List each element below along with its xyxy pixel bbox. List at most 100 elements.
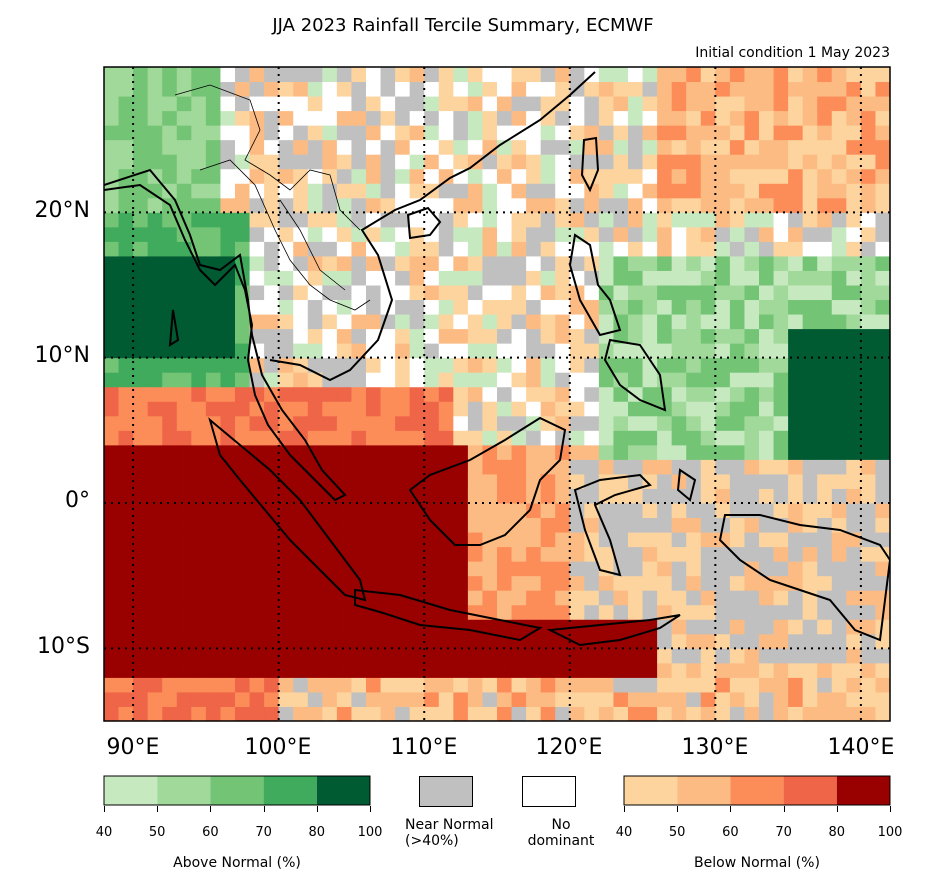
grid-cell [133,619,149,635]
grid-cell [118,241,134,257]
grid-cell [322,255,338,271]
grid-cell [453,459,469,475]
grid-cell [395,110,411,126]
grid-cell [162,67,178,83]
grid-cell [249,81,265,97]
grid-cell [584,212,600,228]
grid-cell [744,532,760,548]
grid-cell [307,517,323,533]
grid-cell [191,691,207,707]
grid-cell [613,691,629,707]
grid-cell [511,285,527,301]
grid-cell [686,226,702,242]
grid-cell [569,255,585,271]
grid-cell [715,343,731,359]
colorbar-tick [890,806,891,812]
grid-cell [657,183,673,199]
grid-cell [628,110,644,126]
grid-cell [831,459,847,475]
grid-cell [147,532,163,548]
grid-cell [467,357,483,373]
grid-cell [264,197,280,213]
grid-cell [729,517,745,533]
grid-cell [555,241,571,257]
grid-cell [467,343,483,359]
grid-cell [147,503,163,519]
grid-cell [424,415,440,431]
grid-cell [264,691,280,707]
grid-cell [380,401,396,417]
grid-cell [526,430,542,446]
grid-cell [351,706,367,721]
grid-cell [438,328,454,344]
grid-cell [293,503,309,519]
grid-cell [788,212,804,228]
grid-cell [482,648,498,664]
grid-cell [249,430,265,446]
grid-cell [293,415,309,431]
grid-cell [249,357,265,373]
grid-cell [759,532,775,548]
grid-cell [220,604,236,620]
grid-cell [278,401,294,417]
grid-cell [540,314,556,330]
grid-cell [380,343,396,359]
grid-cell [831,81,847,97]
grid-cell [642,662,658,678]
grid-cell [467,590,483,606]
grid-cell [438,633,454,649]
grid-cell [729,386,745,402]
grid-cell [700,270,716,286]
grid-cell [133,706,149,721]
grid-cell [831,255,847,271]
grid-cell [671,343,687,359]
grid-cell [628,561,644,577]
grid-cell [744,285,760,301]
grid-cell [147,459,163,475]
grid-cell [686,328,702,344]
grid-cell [438,386,454,402]
grid-cell [526,357,542,373]
grid-cell [642,706,658,721]
grid-cell [802,328,818,344]
grid-cell [482,503,498,519]
grid-cell [802,575,818,591]
grid-cell [729,619,745,635]
grid-cell [497,691,513,707]
grid-cell [642,314,658,330]
grid-cell [802,386,818,402]
grid-cell [453,430,469,446]
grid-cell [147,357,163,373]
grid-cell [220,677,236,693]
grid-cell [395,532,411,548]
grid-cell [613,401,629,417]
grid-cell [424,473,440,489]
grid-cell [526,343,542,359]
grid-cell [133,677,149,693]
grid-cell [744,401,760,417]
grid-cell [569,168,585,184]
grid-cell [307,81,323,97]
grid-cell [191,444,207,460]
grid-cell [482,197,498,213]
grid-cell [205,401,221,417]
grid-cell [133,662,149,678]
grid-cell [322,619,338,635]
grid-cell [351,96,367,112]
grid-cell [729,415,745,431]
grid-cell [700,96,716,112]
grid-cell [846,285,862,301]
grid-cell [438,314,454,330]
grid-cell [264,343,280,359]
grid-cell [715,110,731,126]
grid-cell [817,197,833,213]
grid-cell [628,619,644,635]
grid-cell [860,546,876,562]
grid-cell [788,328,804,344]
grid-cell [598,691,614,707]
colorbar-segment [624,776,678,805]
grid-cell [700,430,716,446]
grid-cell [380,444,396,460]
grid-cell [773,96,789,112]
grid-cell [133,299,149,315]
